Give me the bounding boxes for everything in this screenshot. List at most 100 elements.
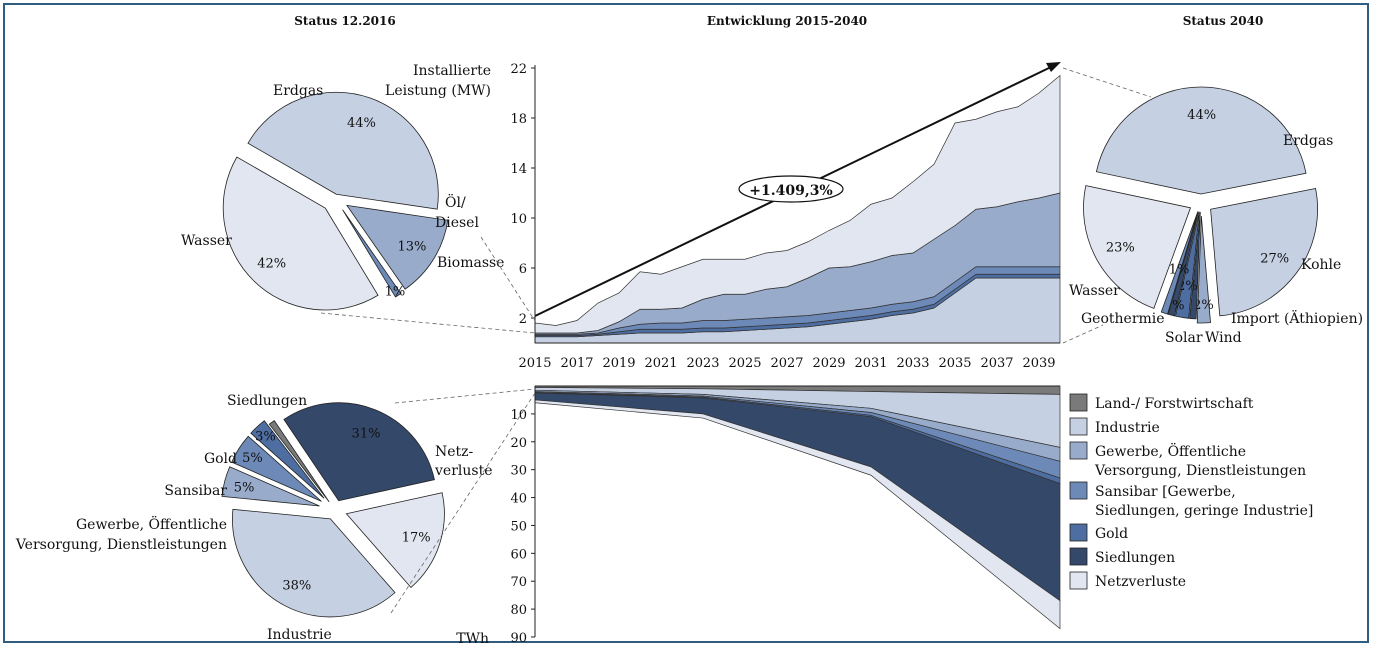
header-status-2016: Status 12.2016 <box>294 14 395 28</box>
legend-label-landforst: Land-/ Forstwirtschaft <box>1095 396 1254 412</box>
slice-label-import: Import (Äthiopien) <box>1231 309 1363 327</box>
x-tick-label: 2021 <box>644 356 677 371</box>
pie-pct-label: 3% <box>255 429 276 444</box>
slice-label-diesel: Diesel <box>435 215 479 231</box>
area-series-wasser <box>534 74 1061 334</box>
area-chart-consumption: 10 20 30 40 50 60 70 80 90 TWh <box>456 385 1061 645</box>
pie-slice <box>1083 185 1192 309</box>
connector-line <box>394 388 536 404</box>
legend-swatch-gewerbe <box>1069 441 1088 460</box>
figure-canvas: Status 12.2016 Entwicklung 2015-2040 Sta… <box>15 14 1363 645</box>
connector-line <box>320 312 536 334</box>
connector-lines <box>320 67 1152 614</box>
connector-line <box>1062 324 1104 344</box>
legend-label-line: Siedlungen, geringe Industrie] <box>1095 503 1313 519</box>
connector-line <box>390 392 536 614</box>
legend-label-line: Versorgung, Dienstleistungen <box>1094 463 1306 479</box>
y-tick-label-cons: 10 <box>510 408 527 423</box>
slice-label-gewerbe-2: Versorgung, Dienstleistungen <box>15 537 227 553</box>
y-tick-label: 2 <box>519 312 527 327</box>
pie-pct-label: 17% <box>402 531 431 546</box>
slice-label-wind: Wind <box>1205 330 1242 346</box>
legend-label-gold: Gold <box>1095 526 1128 542</box>
legend-label-industrie: Industrie <box>1095 420 1160 436</box>
pie-slice <box>283 402 435 502</box>
x-tick-label: 2025 <box>728 356 761 371</box>
pie-pct-label: 44% <box>347 116 376 131</box>
y-axis-label-twh: TWh <box>456 631 489 645</box>
pie-slice <box>247 91 439 210</box>
pie-slice <box>1196 215 1211 324</box>
pie-consumption-2016: 31% 17% 38% 5% 5% 3% Siedlungen Netz-verluste In… <box>15 393 493 643</box>
pie-slice <box>1095 86 1307 195</box>
x-tick-label: 2019 <box>602 356 635 371</box>
header-entwicklung: Entwicklung 2015-2040 <box>707 14 867 28</box>
pie-slice <box>342 209 402 298</box>
slice-label-netz: Netz- <box>435 444 474 460</box>
y-tick-label-cons: 50 <box>510 519 527 534</box>
y-tick-label-cons: 80 <box>510 603 527 618</box>
legend-label-sansibar: Sansibar [Gewerbe, Siedlungen, geringe In… <box>1095 484 1313 519</box>
x-tick-label: 2039 <box>1022 356 1055 371</box>
slice-label-gewerbe-1: Gewerbe, Öffentliche <box>76 515 227 533</box>
x-tick-label: 2023 <box>686 356 719 371</box>
pie-slice <box>1160 211 1199 315</box>
legend-label-netzverluste: Netzverluste <box>1095 574 1186 590</box>
x-tick-label: 2015 <box>518 356 551 371</box>
y-tick-label-cons: 70 <box>510 575 527 590</box>
x-tick-label: 2037 <box>980 356 1013 371</box>
y-tick-label-cons: 60 <box>510 547 527 562</box>
pie-slice <box>346 204 449 290</box>
pie-pct-label: 5% <box>234 480 255 495</box>
connector-line <box>1062 67 1152 98</box>
pie-pct-label: 42% <box>257 257 286 272</box>
x-tick-label: 2035 <box>938 356 971 371</box>
x-tick-label: 2033 <box>896 356 929 371</box>
slice-label-kohle: Kohle <box>1301 257 1341 273</box>
legend-swatch-sansibar <box>1069 481 1088 500</box>
y-tick-label-cons: 40 <box>510 492 527 507</box>
pie-slice <box>1189 211 1201 320</box>
x-tick-label: 2027 <box>770 356 803 371</box>
slice-label-solar: Solar <box>1165 330 1203 346</box>
y-tick-label: 6 <box>519 262 527 277</box>
pie-slice <box>1167 211 1199 317</box>
area-chart-generation: 2 6 10 14 18 22 2015 2017 2019 2021 2023 2025 2027 20… <box>385 62 1061 371</box>
slice-label-erdgas-2040: Erdgas <box>1283 133 1333 149</box>
x-tick-label: 2017 <box>560 356 593 371</box>
pie-slice <box>345 492 445 589</box>
legend: Land-/ Forstwirtschaft Industrie Gewerbe, … <box>1069 393 1313 590</box>
pie-slice <box>268 420 330 503</box>
header-status-2040: Status 2040 <box>1183 14 1264 28</box>
pie-pct-label: 31% <box>352 426 381 441</box>
pie-slice <box>250 420 325 499</box>
pie-slice <box>231 435 322 502</box>
y-tick-label: 10 <box>510 212 527 227</box>
legend-swatch-gold <box>1069 523 1088 542</box>
slice-label-wasser: Wasser <box>181 233 232 249</box>
y-tick-label: 18 <box>510 112 527 127</box>
slice-label-gold: Gold <box>204 451 237 467</box>
slice-label-siedlungen: Siedlungen <box>227 393 307 409</box>
connector-line <box>480 236 536 322</box>
legend-label-line: Sansibar [Gewerbe, <box>1095 484 1236 500</box>
growth-annotation-oval <box>738 175 844 203</box>
y-tick-label-cons: 20 <box>510 436 527 451</box>
slice-label-biomasse: Biomasse <box>437 255 504 271</box>
pie-pct-label: 5% <box>242 451 263 466</box>
pie-slice <box>222 156 379 311</box>
legend-swatch-siedlungen <box>1069 547 1088 566</box>
slice-label-oel: Öl/ <box>445 193 466 211</box>
pie-slice <box>232 508 396 618</box>
y-tick-label-cons: 90 <box>510 631 527 645</box>
pie-pct-label: 13% <box>397 240 426 255</box>
slice-label-verluste: verluste <box>434 463 492 479</box>
legend-label-line: Gewerbe, Öffentliche <box>1095 442 1246 460</box>
pie-pct-label: 44% <box>1187 108 1216 123</box>
y-axis-label-line2: Leistung (MW) <box>385 83 491 99</box>
legend-swatch-landforst <box>1069 393 1088 412</box>
legend-label-siedlungen: Siedlungen <box>1095 550 1175 566</box>
slice-label-wasser-2040: Wasser <box>1069 283 1120 299</box>
legend-swatch-netzverluste <box>1069 571 1088 590</box>
pie-pct-label: 27% <box>1260 251 1289 266</box>
